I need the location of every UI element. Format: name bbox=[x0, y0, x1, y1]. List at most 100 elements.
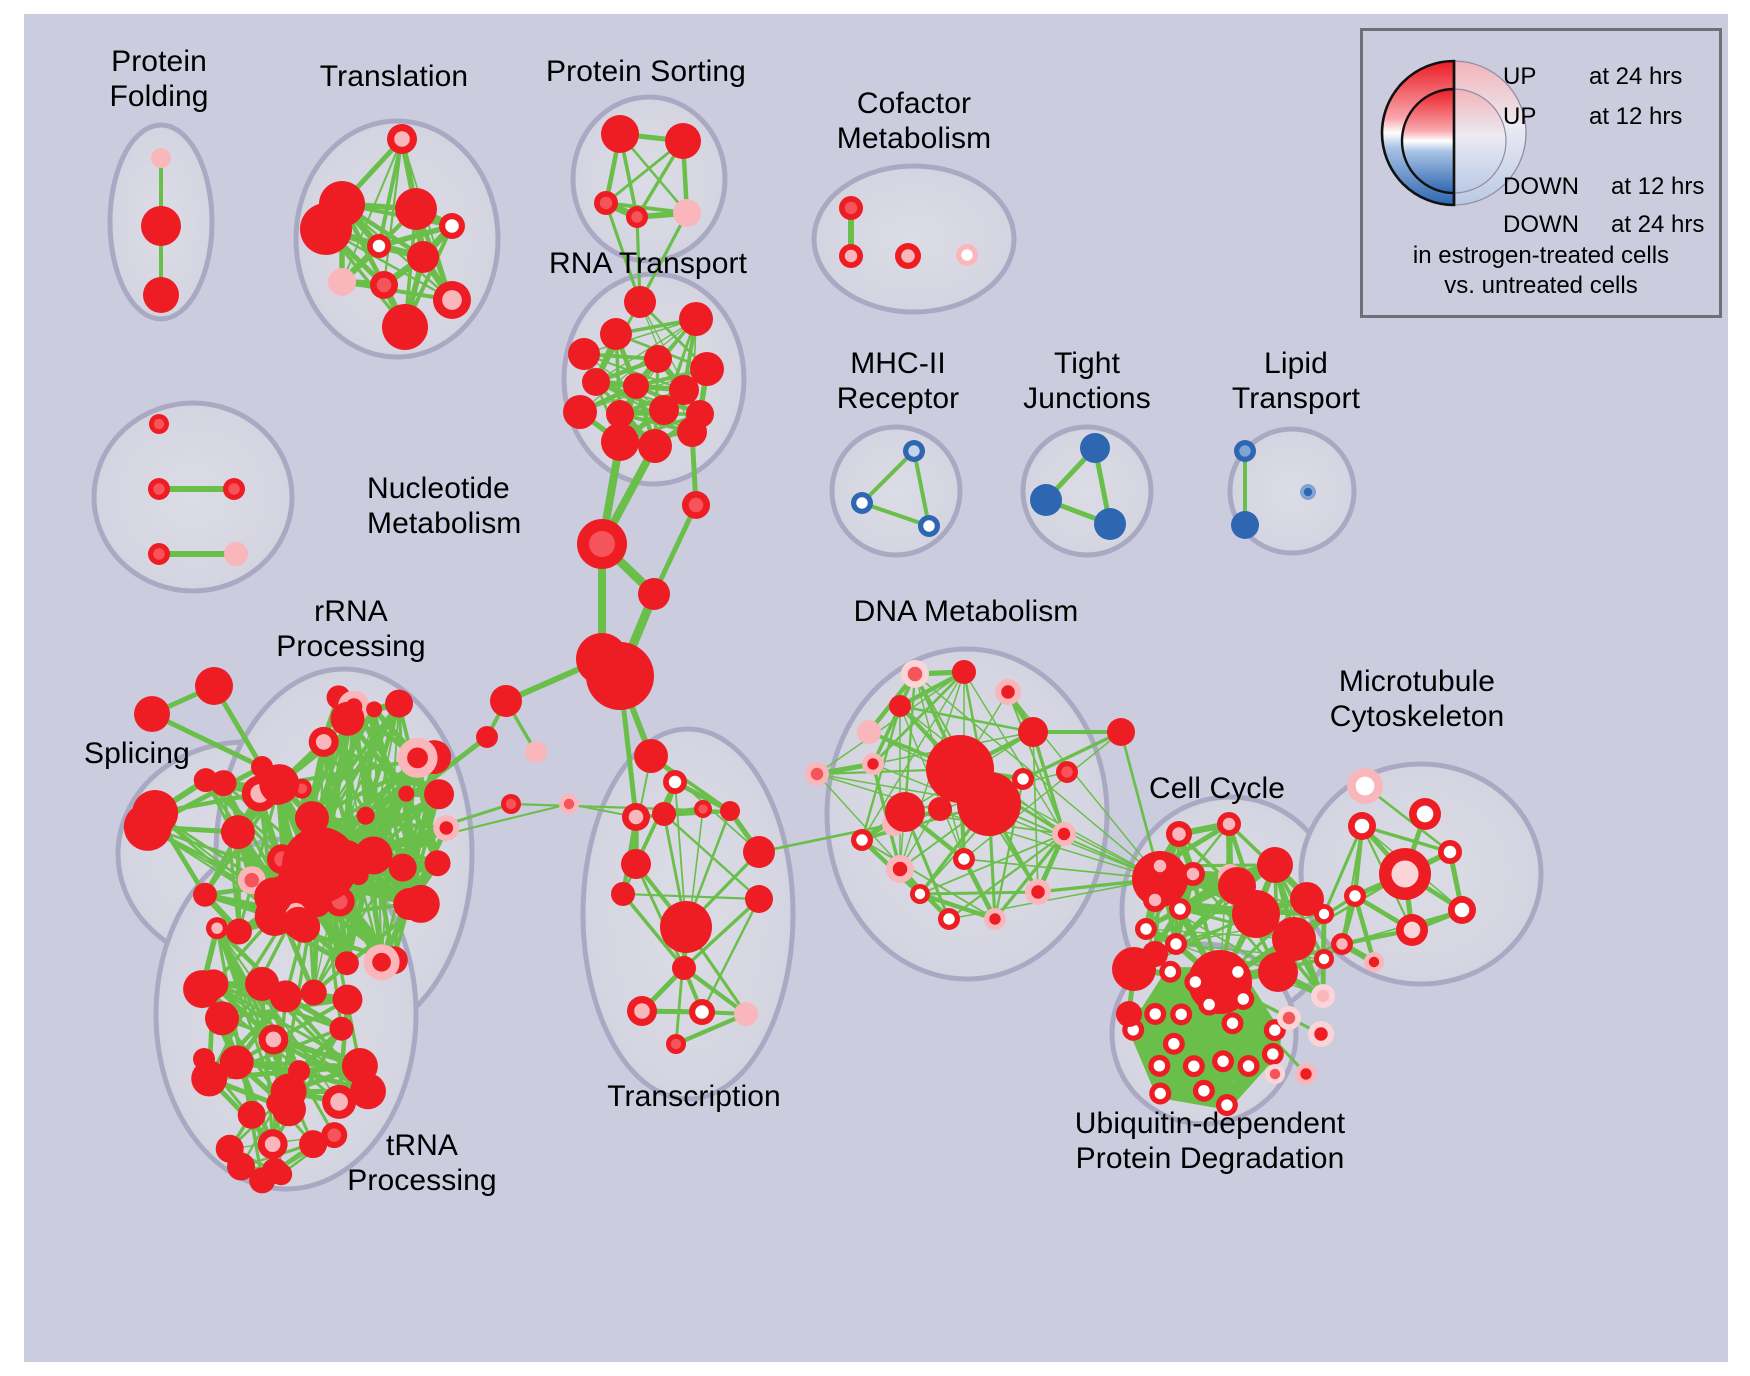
network-node bbox=[627, 996, 657, 1026]
legend-caption-line2: vs. untreated cells bbox=[1444, 272, 1638, 299]
network-node bbox=[720, 801, 740, 821]
network-node bbox=[1192, 1079, 1215, 1102]
network-edge bbox=[914, 673, 1161, 880]
network-node bbox=[1198, 993, 1221, 1016]
network-node bbox=[677, 417, 707, 447]
network-node bbox=[266, 1092, 289, 1115]
network-node bbox=[1169, 898, 1191, 920]
network-node bbox=[995, 679, 1021, 705]
network-node bbox=[330, 701, 365, 736]
network-node bbox=[638, 578, 670, 610]
network-edge bbox=[947, 832, 1066, 921]
cluster-ellipse-protein-sorting bbox=[570, 94, 728, 264]
network-edge bbox=[237, 788, 280, 934]
cluster-label-trna-processing: tRNA Processing bbox=[347, 1129, 497, 1197]
network-node bbox=[928, 797, 952, 821]
cluster-label-protein-sorting: Protein Sorting bbox=[546, 55, 746, 88]
network-node bbox=[1107, 718, 1135, 746]
network-node bbox=[382, 304, 428, 350]
network-node bbox=[282, 906, 315, 939]
network-node bbox=[621, 849, 651, 879]
network-node bbox=[885, 792, 925, 832]
network-node bbox=[191, 1060, 228, 1097]
network-node bbox=[1080, 433, 1110, 463]
network-node bbox=[1018, 717, 1048, 747]
network-node bbox=[1135, 918, 1157, 940]
network-node bbox=[577, 519, 627, 569]
network-node bbox=[308, 726, 339, 757]
network-node bbox=[1221, 1012, 1244, 1035]
legend-caption-line1: in estrogen-treated cells bbox=[1412, 242, 1670, 269]
network-node bbox=[622, 803, 650, 831]
network-node bbox=[1094, 508, 1126, 540]
network-node bbox=[334, 951, 359, 976]
network-node bbox=[288, 1060, 311, 1083]
network-node bbox=[895, 243, 921, 269]
network-node bbox=[223, 478, 245, 500]
network-edge bbox=[1145, 928, 1295, 940]
network-node bbox=[1396, 914, 1428, 946]
network-node bbox=[606, 400, 634, 428]
network-node bbox=[563, 395, 597, 429]
network-node bbox=[666, 1034, 686, 1054]
network-node bbox=[329, 1016, 354, 1041]
network-edge bbox=[860, 449, 916, 505]
network-node bbox=[259, 911, 280, 932]
network-node bbox=[424, 779, 455, 810]
network-node bbox=[259, 764, 300, 805]
network-node bbox=[220, 815, 255, 850]
network-node bbox=[582, 368, 610, 396]
network-node bbox=[1311, 984, 1335, 1008]
network-node bbox=[370, 271, 398, 299]
network-node bbox=[1300, 484, 1316, 500]
network-edge bbox=[917, 891, 998, 922]
network-node bbox=[1144, 1002, 1167, 1025]
network-node bbox=[1295, 1063, 1317, 1085]
network-node bbox=[857, 720, 881, 744]
network-node bbox=[143, 277, 179, 313]
network-node bbox=[141, 206, 181, 246]
network-edge bbox=[211, 982, 362, 1068]
network-edge bbox=[1021, 730, 1123, 781]
network-node bbox=[424, 850, 451, 877]
network-node bbox=[559, 794, 579, 814]
network-node bbox=[257, 1129, 288, 1160]
network-node bbox=[332, 984, 363, 1015]
network-node bbox=[401, 884, 440, 923]
network-node bbox=[148, 543, 170, 565]
network-node bbox=[851, 492, 873, 514]
network-node bbox=[672, 956, 696, 980]
network-node bbox=[134, 696, 170, 732]
network-node bbox=[1025, 879, 1051, 905]
network-node bbox=[395, 188, 437, 230]
network-edge bbox=[682, 897, 761, 970]
network-node bbox=[195, 667, 233, 705]
network-node bbox=[663, 770, 687, 794]
network-node bbox=[839, 196, 863, 220]
legend-ring-icon bbox=[1380, 59, 1527, 207]
network-node bbox=[1170, 1003, 1193, 1026]
network-node bbox=[601, 423, 639, 461]
network-node bbox=[1162, 1032, 1185, 1055]
legend-row-2-time: at 12 hrs bbox=[1611, 173, 1705, 200]
network-edge bbox=[391, 792, 441, 963]
cluster-ellipse-cofactor-metabolism bbox=[811, 163, 1017, 315]
network-node bbox=[1265, 1064, 1285, 1084]
network-node bbox=[862, 753, 884, 775]
network-node bbox=[1122, 1018, 1145, 1041]
network-edge bbox=[1031, 730, 1066, 836]
network-edge bbox=[918, 890, 1040, 896]
network-node bbox=[1290, 882, 1324, 916]
network-node bbox=[1237, 1055, 1260, 1078]
network-node bbox=[839, 244, 863, 268]
cluster-label-rrna-processing: rRNA Processing bbox=[276, 595, 426, 663]
network-node bbox=[1314, 949, 1334, 969]
network-node bbox=[910, 884, 930, 904]
network-node bbox=[407, 241, 439, 273]
network-node bbox=[1257, 847, 1293, 883]
cluster-label-mhc-ii-receptor: MHC-II Receptor bbox=[836, 347, 960, 415]
network-node bbox=[198, 969, 229, 1000]
network-node bbox=[366, 701, 383, 718]
network-edge bbox=[681, 965, 749, 1017]
network-node bbox=[1212, 1050, 1235, 1073]
